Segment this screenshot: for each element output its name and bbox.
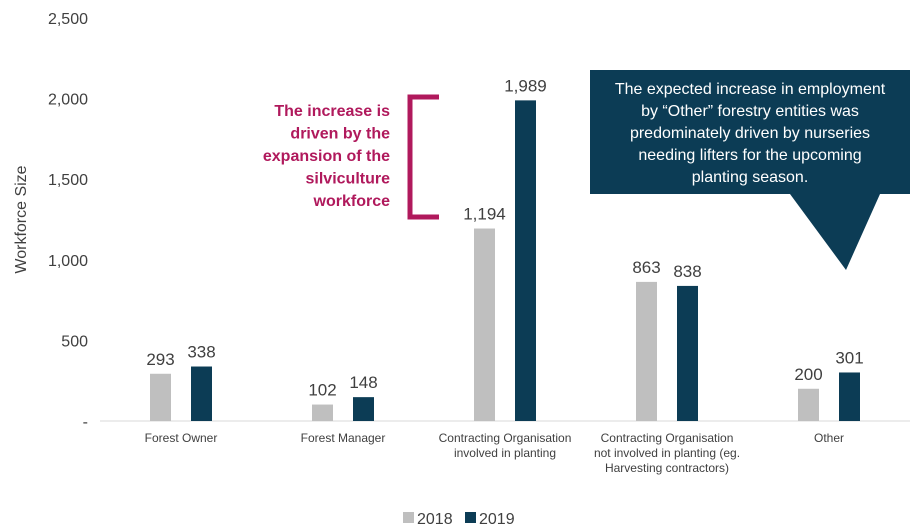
x-category-label: Harvesting contractors) bbox=[605, 461, 729, 475]
bar-2019 bbox=[839, 372, 860, 421]
bar-2018 bbox=[474, 228, 495, 421]
legend-label: 2019 bbox=[479, 511, 515, 528]
annotation-silviculture-text: workforce bbox=[313, 193, 391, 210]
y-tick-label: 2,000 bbox=[48, 92, 88, 109]
callout-box bbox=[590, 70, 910, 270]
y-tick-label: - bbox=[83, 414, 88, 431]
data-label: 838 bbox=[673, 262, 701, 281]
x-category-label: involved in planting bbox=[454, 446, 556, 460]
annotation-silviculture-text: driven by the bbox=[290, 126, 390, 143]
annotation-other-text: needing lifters for the upcoming bbox=[638, 147, 861, 164]
y-axis: - 500 1,000 1,500 2,000 2,500 Workforce Size bbox=[13, 11, 88, 431]
y-tick-label: 500 bbox=[61, 333, 88, 350]
x-category-label: Contracting Organisation bbox=[439, 431, 572, 445]
data-label: 338 bbox=[187, 343, 215, 362]
x-category-label: not involved in planting (eg. bbox=[594, 446, 740, 460]
data-label: 200 bbox=[794, 365, 822, 384]
bar-2019 bbox=[677, 285, 698, 421]
annotation-silviculture-text: The increase is bbox=[274, 103, 390, 120]
data-label: 148 bbox=[349, 373, 377, 392]
bars: 293 338 102 148 1,194 1,989 863 838 200 301 bbox=[146, 76, 864, 421]
data-label: 293 bbox=[146, 350, 174, 369]
annotation-other-text: planting season. bbox=[692, 169, 809, 186]
bar-2018 bbox=[312, 404, 333, 421]
y-tick-label: 1,500 bbox=[48, 172, 88, 189]
annotation-other-text: predominately driven by nurseries bbox=[630, 125, 870, 142]
bar-2019 bbox=[515, 100, 536, 421]
annotation-other-text: by “Other” forestry entities was bbox=[641, 103, 859, 120]
x-axis-categories: Forest Owner Forest Manager Contracting Or… bbox=[145, 431, 844, 475]
data-label: 1,194 bbox=[463, 205, 506, 224]
legend: 2018 2019 bbox=[403, 511, 515, 528]
bar-2019 bbox=[353, 397, 374, 421]
x-category-label: Forest Manager bbox=[301, 431, 386, 445]
data-label: 301 bbox=[835, 348, 863, 367]
y-tick-label: 1,000 bbox=[48, 253, 88, 270]
data-label: 1,989 bbox=[504, 76, 547, 95]
x-category-label: Contracting Organisation bbox=[601, 431, 734, 445]
y-axis-label: Workforce Size bbox=[13, 165, 30, 273]
bar-2018 bbox=[798, 388, 819, 421]
y-tick-label: 2,500 bbox=[48, 11, 88, 28]
data-label: 102 bbox=[308, 381, 336, 400]
annotation-silviculture-text: expansion of the bbox=[263, 148, 390, 165]
legend-swatch-2019 bbox=[465, 512, 476, 523]
data-label: 863 bbox=[632, 258, 660, 277]
bar-2018 bbox=[150, 373, 171, 421]
bracket-shape bbox=[407, 94, 439, 220]
x-category-label: Other bbox=[814, 431, 844, 445]
x-category-label: Forest Owner bbox=[145, 431, 218, 445]
legend-label: 2018 bbox=[417, 511, 453, 528]
annotation-other-text: The expected increase in employment bbox=[615, 81, 886, 98]
bar-2018 bbox=[636, 281, 657, 421]
annotation-silviculture-text: silviculture bbox=[306, 171, 391, 188]
bar-2019 bbox=[191, 366, 212, 421]
annotations: The increase is driven by the expansion of… bbox=[263, 70, 910, 270]
legend-swatch-2018 bbox=[403, 512, 414, 523]
